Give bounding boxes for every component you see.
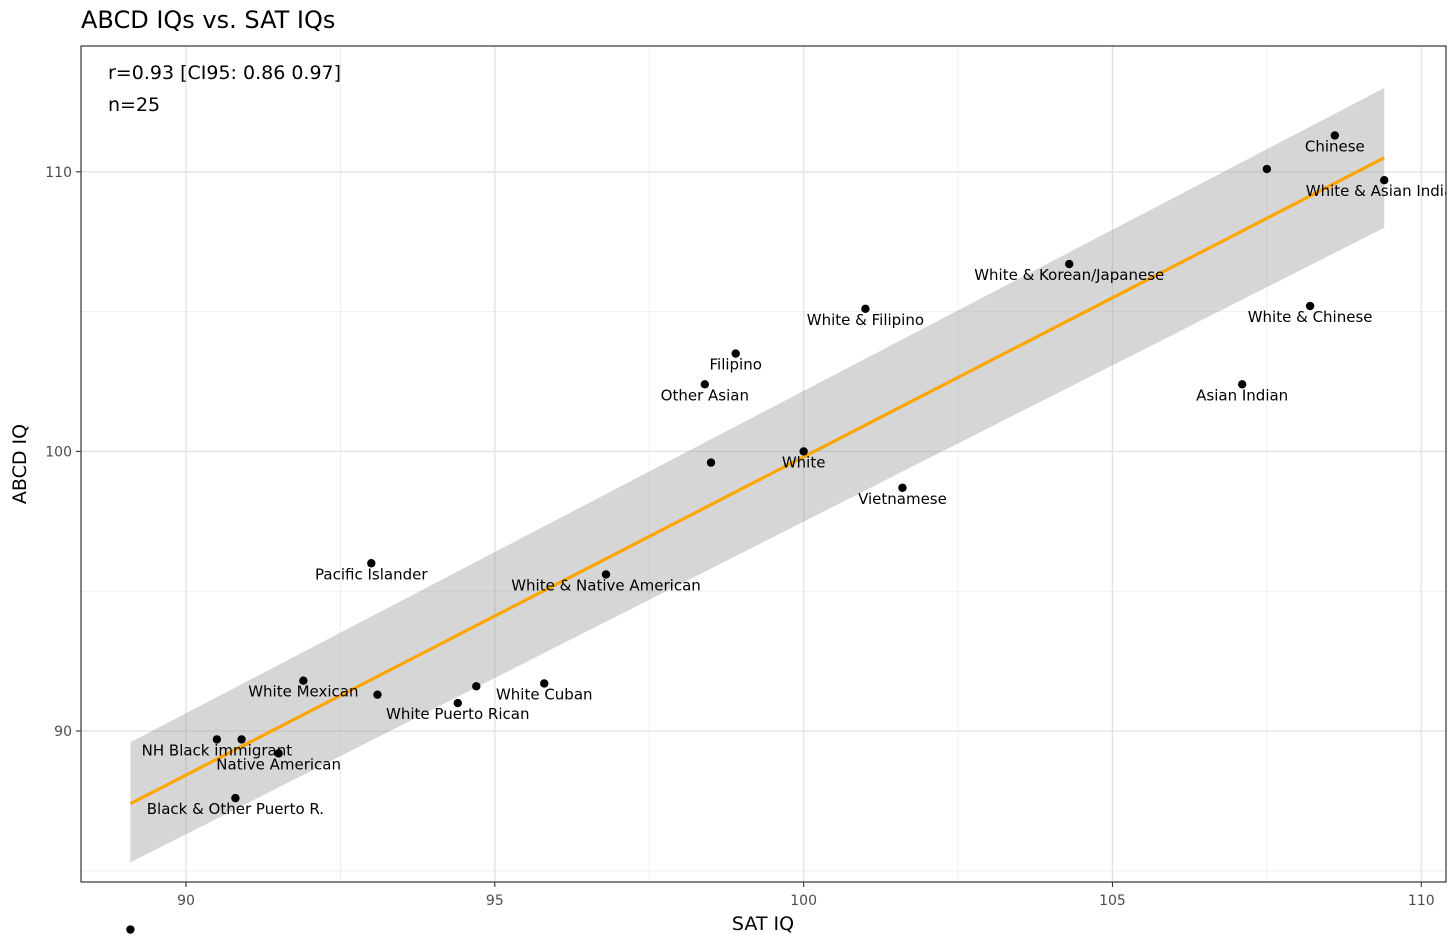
x-tick-label: 105 [1099,893,1126,909]
data-point [472,682,481,691]
data-point [231,793,240,803]
y-tick-label: 90 [54,724,72,740]
confidence-band [130,87,1385,863]
chart-title: ABCD IQs vs. SAT IQs [81,6,336,34]
point-label: Other Asian [661,386,749,404]
point-label: White & Filipino [807,311,924,329]
point-label: Chinese [1305,137,1365,155]
point-label: Native American [216,755,341,773]
data-point [540,679,549,688]
data-point [367,559,376,568]
x-tick-label: 95 [486,893,504,909]
point-label: NH Black immigrant [142,741,293,759]
regression-line [129,156,1385,806]
data-point [237,735,246,744]
data-point [1330,131,1340,140]
point-labels: Chinese White & Asian Indian White & Korea… [142,137,1456,818]
x-tick-label: 90 [177,893,195,909]
y-axis-title: ABCD IQ [9,424,31,504]
point-label: White & Native American [511,576,701,594]
sample-size-annotation: n=25 [108,94,160,116]
point-label: White & Korean/Japanese [974,266,1164,284]
point-label: Pacific Islander [315,565,428,583]
x-tick-label: 110 [1408,893,1435,909]
data-point [1380,176,1389,185]
point-label: White [782,453,826,471]
data-point [1237,380,1247,389]
data-point [1262,164,1272,174]
data-point [1065,259,1074,269]
axes: 90 95 100 105 110 90 100 110 [45,165,1434,909]
point-label: White & Asian Indian [1306,182,1456,200]
point-label: Black & Other Puerto R. [147,800,324,818]
data-point [453,698,462,708]
data-point [700,380,710,389]
data-point [212,735,222,744]
grid-lines [81,46,1446,882]
confidence-band-group [129,87,1385,863]
plot-panel-background [81,46,1446,882]
data-point [299,676,308,685]
point-label: Filipino [709,356,761,374]
point-label: White Puerto Rican [386,705,529,723]
point-label: Vietnamese [858,490,947,508]
plot-panel-border [80,45,1447,883]
y-tick-label: 100 [45,444,72,460]
data-point [861,304,870,314]
data-point [731,349,740,358]
point-label: Asian Indian [1196,386,1288,404]
point-label: White Mexican [248,683,358,701]
data-point [898,483,907,492]
x-tick-label: 100 [790,893,817,909]
point-label: White & Chinese [1248,308,1373,326]
data-points [126,131,1389,934]
data-point [373,690,382,699]
data-point [274,749,283,758]
data-point [126,925,135,934]
data-point [706,458,716,467]
correlation-annotation: r=0.93 [CI95: 0.86 0.97] [108,62,341,84]
data-point [1305,301,1315,311]
point-label: White Cuban [496,685,593,703]
x-axis-title: SAT IQ [732,913,794,935]
y-tick-label: 110 [45,165,72,181]
data-point [799,447,808,456]
data-point [601,570,611,579]
